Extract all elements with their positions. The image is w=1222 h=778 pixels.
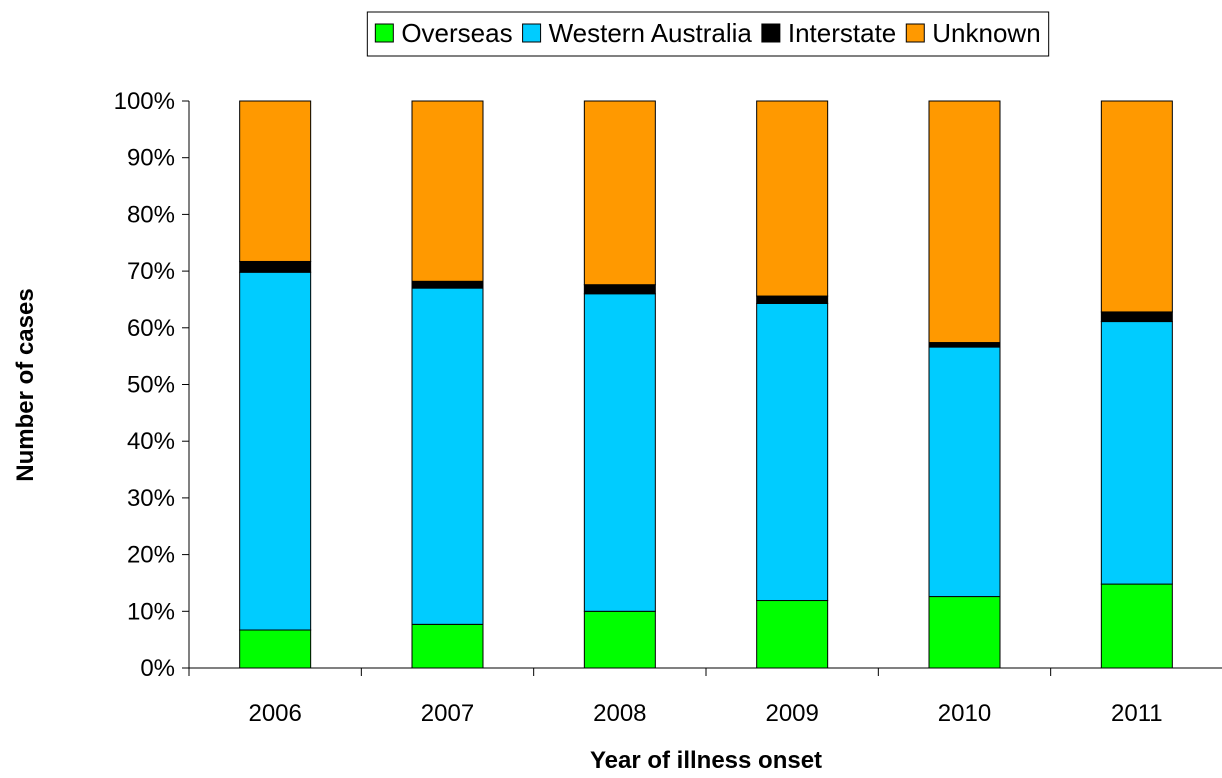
bar-western-australia-2007 [411,287,484,625]
bar-unknown-2007 [411,100,484,282]
bars [239,100,1173,669]
bar-western-australia-2006 [239,271,312,631]
x-tick-label: 2011 [1111,700,1163,727]
bar-interstate-2011 [1100,311,1173,323]
legend: Overseas Western Australia Interstate Unkno… [366,11,1050,57]
y-tick-label: 30% [127,485,175,512]
y-tick-label: 80% [127,201,175,228]
bar-western-australia-2010 [928,346,1001,598]
legend-label-overseas: Overseas [401,18,512,48]
bar-overseas-2010 [928,596,1001,669]
bar-western-australia-2008 [583,293,656,612]
y-tick-label: 50% [127,372,175,399]
y-tick-label: 20% [127,542,175,569]
y-tick-label: 0% [140,655,175,682]
x-tick-label: 2010 [938,700,991,727]
bar-interstate-2007 [411,280,484,289]
x-tick-label: 2007 [421,700,474,727]
bar-overseas-2011 [1100,583,1173,669]
y-tick-label: 90% [127,145,175,172]
legend-label-interstate: Interstate [788,18,896,48]
bar-unknown-2008 [583,100,656,286]
bar-overseas-2007 [411,623,484,669]
legend-label-unknown: Unknown [932,18,1040,48]
bar-interstate-2009 [756,295,829,304]
y-tick-label: 10% [127,598,175,625]
bar-interstate-2006 [239,260,312,273]
x-axis-title: Year of illness onset [590,747,822,773]
bar-interstate-2008 [583,284,656,295]
x-tick-label: 2009 [765,700,818,727]
legend-swatch-western-australia [522,23,542,43]
bar-interstate-2010 [928,342,1001,348]
legend-frame [366,11,1050,57]
y-axis-title: Number of cases [12,288,39,481]
y-axis: 0% 10% 20% 30% 40% 50% 60% 70% 80% 90% 100% [114,88,190,682]
y-tick-label: 70% [127,258,175,285]
legend-swatch-interstate [761,23,781,43]
bar-western-australia-2011 [1100,321,1173,585]
bar-unknown-2006 [239,100,312,262]
bar-overseas-2006 [239,629,312,669]
legend-swatch-unknown [905,23,925,43]
y-tick-label: 40% [127,428,175,455]
y-tick-label: 100% [114,88,175,115]
x-tick-label: 2008 [593,700,646,727]
y-tick-label: 60% [127,315,175,342]
legend-label-western-australia: Western Australia [549,18,753,48]
bar-unknown-2009 [756,100,829,297]
x-tick-label: 2006 [248,700,301,727]
bar-unknown-2011 [1100,100,1173,313]
bar-unknown-2010 [928,100,1001,344]
legend-swatch-overseas [374,23,394,43]
bar-overseas-2008 [583,610,656,669]
x-axis: 2006 2007 2008 2009 2010 2011 [188,667,1222,727]
bar-overseas-2009 [756,600,829,669]
bar-western-australia-2009 [756,302,829,602]
